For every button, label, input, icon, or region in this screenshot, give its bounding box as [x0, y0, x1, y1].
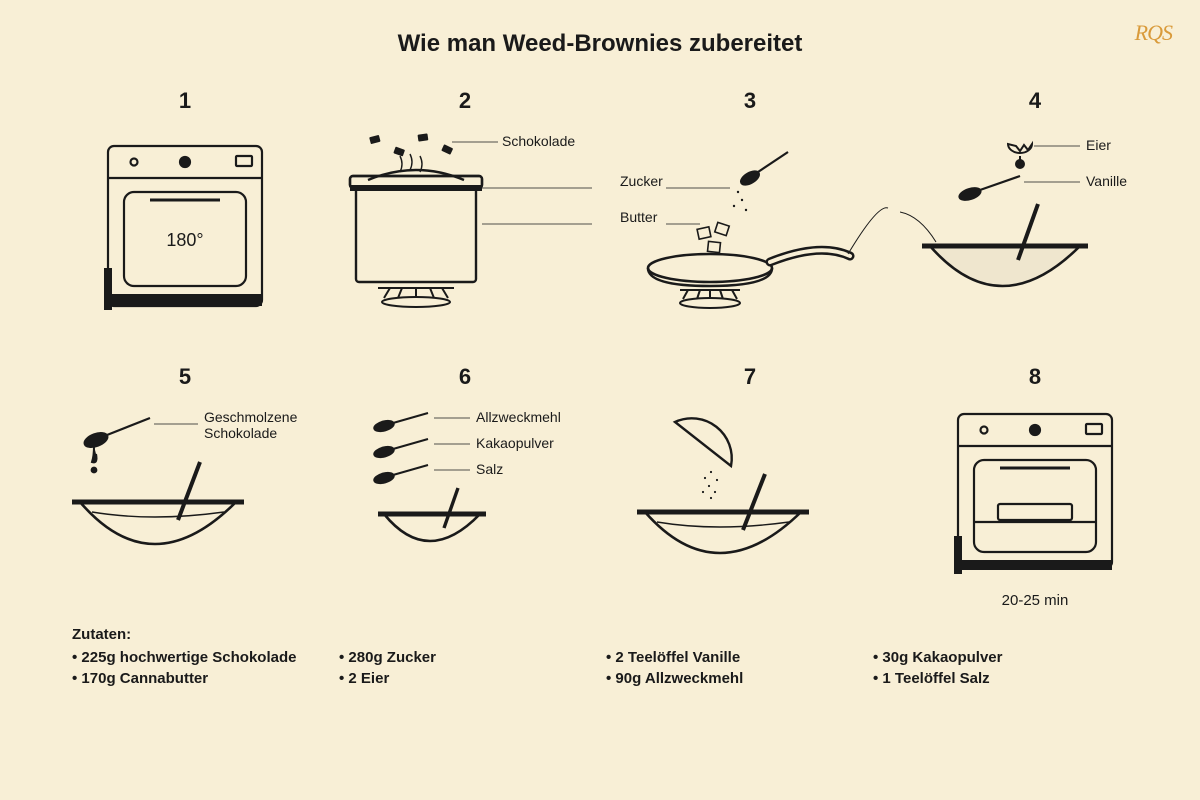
pan-illustration: Zucker Butter — [610, 128, 890, 328]
bowl-eggs-illustration: Eier Vanille — [900, 128, 1170, 328]
step-4: 4 Eier Vanille — [900, 88, 1170, 348]
step-number: 3 — [744, 88, 756, 114]
ingredients-section: Zutaten: 225g hochwertige Schokolade 170… — [0, 624, 1200, 691]
label-schokolade: Schokolade — [502, 133, 575, 149]
steps-grid: 1 180° 2 — [0, 58, 1200, 624]
step-number: 4 — [1029, 88, 1041, 114]
label-melted-choc-2: Schokolade — [204, 425, 277, 441]
oven-illustration: 180° — [90, 128, 280, 318]
step-6: 6 Allzweckmehl Kakaopulver Salz — [330, 364, 600, 624]
ingredient-item: 90g Allzweckmehl — [606, 670, 873, 687]
label-vanille: Vanille — [1086, 173, 1127, 189]
label-eier: Eier — [1086, 137, 1111, 153]
step-3: 3 Zucker Butter — [610, 88, 890, 348]
step-number: 7 — [744, 364, 756, 390]
ingredient-item: 170g Cannabutter — [72, 670, 339, 687]
step-number: 1 — [179, 88, 191, 114]
oven-temp-text: 180° — [166, 230, 203, 250]
ingredient-item: 30g Kakaopulver — [873, 649, 1140, 666]
bowl-pour-illustration — [615, 404, 885, 594]
bake-time-caption: 20-25 min — [1002, 592, 1069, 609]
step-2: 2 — [330, 88, 600, 348]
ingredient-item: 280g Zucker — [339, 649, 606, 666]
label-zucker: Zucker — [620, 173, 663, 189]
label-butter: Butter — [620, 209, 658, 225]
pot-illustration: Schokolade — [330, 128, 600, 328]
label-cocoa: Kakaopulver — [476, 435, 554, 451]
step-number: 2 — [459, 88, 471, 114]
step-number: 5 — [179, 364, 191, 390]
step-5: 5 Geschmolzene Schokolade — [50, 364, 320, 624]
step-7: 7 — [610, 364, 890, 624]
oven-bake-illustration — [940, 404, 1130, 584]
step-8: 8 20-25 min — [900, 364, 1170, 624]
ingredient-item: 1 Teelöffel Salz — [873, 670, 1140, 687]
step-number: 6 — [459, 364, 471, 390]
page-title: Wie man Weed-Brownies zubereitet — [0, 0, 1200, 58]
step-number: 8 — [1029, 364, 1041, 390]
ingredient-item: 225g hochwertige Schokolade — [72, 649, 339, 666]
label-salt: Salz — [476, 461, 503, 477]
bowl-choc-illustration: Geschmolzene Schokolade — [50, 404, 320, 594]
ingredient-item: 2 Teelöffel Vanille — [606, 649, 873, 666]
ingredients-header: Zutaten: — [72, 626, 339, 643]
step-1: 1 180° — [50, 88, 320, 348]
brand-logo: RQS — [1135, 20, 1172, 46]
label-flour: Allzweckmehl — [476, 409, 561, 425]
ingredient-item: 2 Eier — [339, 670, 606, 687]
bowl-dry-illustration: Allzweckmehl Kakaopulver Salz — [330, 404, 600, 594]
label-melted-choc-1: Geschmolzene — [204, 409, 298, 425]
